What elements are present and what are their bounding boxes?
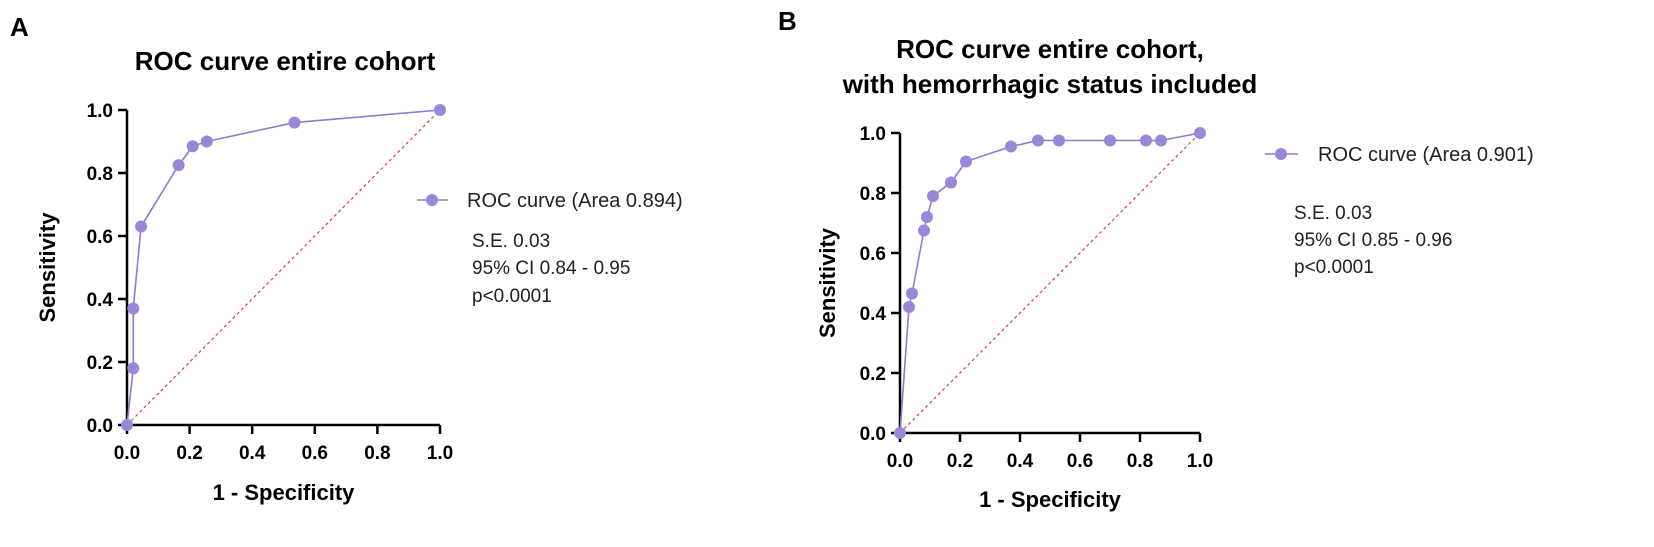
chart-b-stat-annotation: S.E. 0.03 bbox=[1294, 203, 1372, 224]
chart-b-y-tick-label: 0.8 bbox=[860, 184, 886, 205]
chart-b-roc-point bbox=[927, 190, 939, 202]
chart-a-x-tick-label: 1.0 bbox=[427, 443, 453, 464]
chart-a-y-tick-label: 0.0 bbox=[87, 416, 113, 437]
chart-b-reference-line bbox=[899, 132, 1201, 434]
chart-a-stat-annotation: 95% CI 0.84 - 0.95 bbox=[472, 258, 630, 279]
chart-b-x-tick-label: 0.4 bbox=[1007, 451, 1034, 472]
chart-b-x-tick-label: 0.2 bbox=[947, 451, 973, 472]
chart-a-roc-point bbox=[434, 104, 446, 116]
chart-a-roc-point bbox=[200, 135, 213, 148]
chart-b-roc-point bbox=[960, 155, 972, 168]
chart-b-roc-point bbox=[1053, 134, 1065, 147]
chart-a-roc-point bbox=[288, 116, 301, 129]
chart-a-y-tick-label: 0.6 bbox=[87, 227, 113, 248]
chart-b-roc-point bbox=[1005, 140, 1017, 153]
chart-b-x-tick-label: 1.0 bbox=[1187, 451, 1213, 472]
chart-a-x-tick-label: 0.2 bbox=[176, 443, 202, 464]
chart-a-y-tick-label: 0.4 bbox=[87, 290, 114, 311]
chart-b-roc-point bbox=[1194, 127, 1206, 139]
chart-b-roc-point bbox=[1032, 134, 1044, 147]
chart-b-roc-point bbox=[906, 287, 918, 300]
chart-a-stat-annotation: p<0.0001 bbox=[472, 286, 552, 307]
chart-a-y-tick-label: 0.8 bbox=[87, 164, 113, 185]
chart-a-y-tick-label: 1.0 bbox=[87, 101, 113, 122]
chart-a-y-tick-label: 0.2 bbox=[87, 353, 113, 374]
chart-a-roc-point bbox=[135, 220, 148, 233]
chart-b-y-tick-label: 0.2 bbox=[860, 364, 886, 385]
chart-b-roc-point bbox=[945, 176, 957, 189]
chart-a-panel-letter: A bbox=[10, 12, 29, 42]
chart-a-x-axis-title: 1 - Specificity bbox=[213, 480, 356, 505]
chart-a-y-axis-title: Sensitivity bbox=[35, 212, 60, 323]
chart-a-roc-point bbox=[127, 302, 140, 315]
chart-a-legend-label: ROC curve (Area 0.894) bbox=[467, 190, 683, 212]
chart-b-title-line: with hemorrhagic status included bbox=[842, 69, 1258, 99]
chart-a-x-tick-label: 0.0 bbox=[114, 443, 140, 464]
chart-b-y-axis-title: Sensitivity bbox=[815, 227, 840, 338]
chart-b-y-tick-label: 1.0 bbox=[860, 124, 886, 145]
chart-b-roc-point bbox=[903, 301, 915, 313]
chart-b-legend-label: ROC curve (Area 0.901) bbox=[1318, 144, 1534, 166]
chart-a-legend-marker bbox=[426, 194, 438, 206]
chart-b-roc-point bbox=[1104, 134, 1116, 147]
chart-b-roc-point bbox=[894, 427, 906, 439]
chart-a-roc-point bbox=[172, 159, 185, 172]
chart-a-roc-point bbox=[127, 362, 140, 375]
chart-a-roc-point bbox=[121, 419, 133, 431]
chart-b-roc-point bbox=[1140, 134, 1152, 147]
chart-b-y-tick-label: 0.6 bbox=[860, 244, 886, 265]
chart-b-y-tick-label: 0.0 bbox=[860, 424, 886, 445]
chart-b-legend-marker bbox=[1275, 148, 1287, 160]
chart-b-x-axis-title: 1 - Specificity bbox=[979, 487, 1122, 512]
chart-a-reference-line bbox=[126, 109, 441, 426]
chart-b-panel-letter: B bbox=[778, 6, 797, 36]
chart-a-title-line: ROC curve entire cohort bbox=[135, 46, 436, 76]
chart-a-x-tick-label: 0.6 bbox=[302, 443, 328, 464]
chart-b-roc-point bbox=[1155, 134, 1167, 147]
chart-b-stat-annotation: 95% CI 0.85 - 0.96 bbox=[1294, 230, 1452, 251]
chart-a-x-tick-label: 0.8 bbox=[364, 443, 390, 464]
chart-a-x-tick-label: 0.4 bbox=[239, 443, 266, 464]
chart-a-roc-point bbox=[186, 140, 199, 153]
chart-b-roc-point bbox=[921, 211, 933, 223]
chart-b-roc-point bbox=[918, 224, 930, 237]
chart-b-x-tick-label: 0.0 bbox=[887, 451, 913, 472]
chart-b-y-tick-label: 0.4 bbox=[860, 304, 887, 325]
chart-panel-b: B ROC curve entire cohort, with hemorrhagi… bbox=[778, 6, 1534, 512]
chart-panel-a: A ROC curve entire cohort 0.0 0.2 0.4 0.6 0.8 1… bbox=[10, 12, 683, 505]
chart-a-stat-annotation: S.E. 0.03 bbox=[472, 231, 550, 252]
chart-b-x-tick-label: 0.8 bbox=[1127, 451, 1153, 472]
chart-b-title-line: ROC curve entire cohort, bbox=[896, 34, 1204, 64]
chart-b-x-tick-label: 0.6 bbox=[1067, 451, 1093, 472]
chart-b-stat-annotation: p<0.0001 bbox=[1294, 257, 1374, 278]
